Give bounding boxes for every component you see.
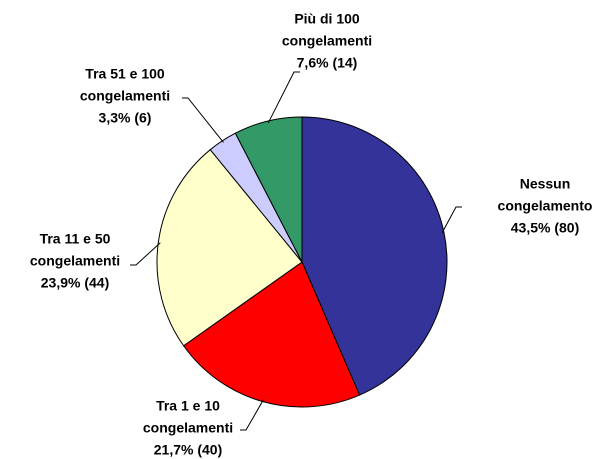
slice-label: congelamenti xyxy=(80,88,170,104)
leader-line xyxy=(182,97,224,143)
slice-label: Tra 11 e 50 xyxy=(40,231,111,247)
slice-label: congelamenti xyxy=(143,420,233,436)
slice-label: congelamenti xyxy=(30,253,120,269)
value-label: 3,3% (6) xyxy=(99,110,152,126)
value-label: 43,5% (80) xyxy=(511,220,579,236)
slice-label: congelamento xyxy=(498,198,593,214)
slice-label: Nessun xyxy=(520,176,571,192)
value-label: 21,7% (40) xyxy=(154,442,222,458)
pie-slice xyxy=(156,148,303,347)
value-label: 7,6% (14) xyxy=(297,55,358,71)
slice-label: Tra 51 e 100 xyxy=(85,66,165,82)
pie-slice xyxy=(301,116,448,396)
leader-line xyxy=(240,399,264,431)
slice-label: Tra 1 e 10 xyxy=(156,398,220,414)
value-label: 23,9% (44) xyxy=(41,275,109,291)
leader-line xyxy=(267,71,300,124)
slice-label: congelamenti xyxy=(282,33,372,49)
leader-line xyxy=(130,242,161,266)
leader-line xyxy=(441,206,462,234)
slice-label: Più di 100 xyxy=(294,11,360,27)
pie-slice xyxy=(234,116,303,263)
